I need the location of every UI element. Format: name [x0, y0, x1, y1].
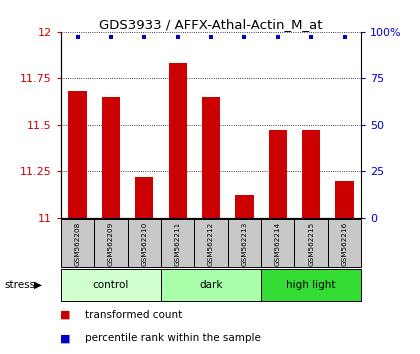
Text: ▶: ▶ — [34, 280, 42, 290]
Text: stress: stress — [4, 280, 35, 290]
Text: control: control — [93, 280, 129, 290]
Bar — [328, 219, 361, 267]
Text: percentile rank within the sample: percentile rank within the sample — [85, 333, 260, 343]
Bar — [302, 130, 320, 218]
Bar — [128, 219, 161, 267]
Bar — [94, 219, 128, 267]
Text: transformed count: transformed count — [85, 310, 182, 320]
Bar — [161, 269, 261, 301]
Bar — [261, 219, 294, 267]
Bar — [335, 181, 354, 218]
Text: ■: ■ — [60, 310, 70, 320]
Bar — [235, 195, 254, 218]
Text: ■: ■ — [60, 333, 70, 343]
Bar — [261, 269, 361, 301]
Bar — [102, 97, 120, 218]
Text: GSM562212: GSM562212 — [208, 221, 214, 266]
Bar — [228, 219, 261, 267]
Text: GSM562215: GSM562215 — [308, 221, 314, 266]
Text: GSM562209: GSM562209 — [108, 221, 114, 266]
Text: GSM562214: GSM562214 — [275, 221, 281, 266]
Bar — [135, 177, 153, 218]
Text: GSM562208: GSM562208 — [75, 221, 81, 266]
Bar — [61, 219, 94, 267]
Bar — [161, 219, 194, 267]
Text: GSM562213: GSM562213 — [241, 221, 247, 266]
Bar — [168, 63, 187, 218]
Text: high light: high light — [286, 280, 336, 290]
Text: GSM562211: GSM562211 — [175, 221, 181, 266]
Text: GSM562216: GSM562216 — [341, 221, 347, 266]
Bar — [61, 269, 161, 301]
Text: GSM562210: GSM562210 — [141, 221, 147, 266]
Bar — [202, 97, 220, 218]
Bar — [294, 219, 328, 267]
Bar — [194, 219, 228, 267]
Bar — [269, 130, 287, 218]
Title: GDS3933 / AFFX-Athal-Actin_M_at: GDS3933 / AFFX-Athal-Actin_M_at — [99, 18, 323, 31]
Text: dark: dark — [200, 280, 223, 290]
Bar — [68, 91, 87, 218]
